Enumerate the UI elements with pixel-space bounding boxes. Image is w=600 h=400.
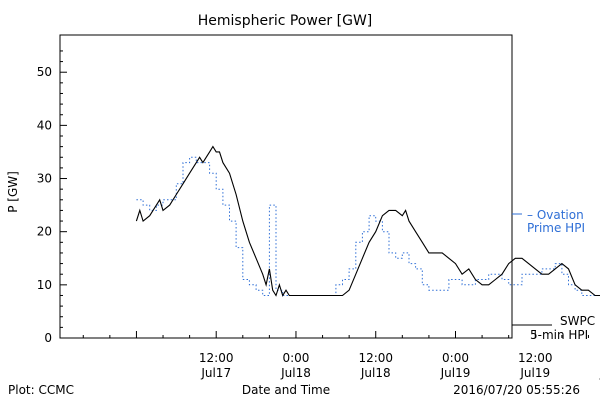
x-tick-time-label: 0:00 <box>282 351 309 365</box>
x-tick-time-label: 0:00 <box>442 351 469 365</box>
x-tick-date-label: Jul19 <box>440 366 471 380</box>
footer-timestamp: 2016/07/20 05:55:26 <box>453 383 580 397</box>
legend-ovation-line1: – Ovation <box>527 208 584 222</box>
plot-frame <box>59 34 513 339</box>
y-tick-label: 50 <box>37 65 52 79</box>
footer-plot-source: Plot: CCMC <box>8 383 74 397</box>
x-tick-time-label: 12:00 <box>199 351 234 365</box>
legend-swpc-line1: SWPC <box>560 314 595 328</box>
x-tick-time-label: 12:00 <box>358 351 393 365</box>
legend-swpc-line2: 5-min HPI <box>530 328 588 342</box>
x-tick-time-label: 12:00 <box>518 351 553 365</box>
x-tick-date-label: Jul18 <box>280 366 311 380</box>
ovation-prime-series-line <box>136 156 600 296</box>
legend-ovation-line2: Prime HPI <box>527 221 585 235</box>
y-axis-label: P [GW] <box>6 171 20 213</box>
chart-title: Hemispheric Power [GW] <box>198 13 373 29</box>
x-axis-ticks: 12:00Jul170:00Jul1812:00Jul180:00Jul1912… <box>82 331 600 380</box>
y-tick-label: 10 <box>37 278 52 292</box>
x-tick-date-label: Jul18 <box>360 366 391 380</box>
swpc-series-line <box>135 145 600 297</box>
x-tick-date-label: Jul19 <box>519 366 550 380</box>
y-tick-label: 0 <box>44 331 52 345</box>
x-tick-date-label: Jul17 <box>200 366 231 380</box>
y-axis-ticks: 0 10 20 30 40 50 <box>37 50 67 345</box>
y-tick-label: 30 <box>37 172 52 186</box>
y-tick-label: 40 <box>37 118 52 132</box>
x-axis-label: Date and Time <box>242 383 330 397</box>
y-tick-label: 20 <box>37 225 52 239</box>
